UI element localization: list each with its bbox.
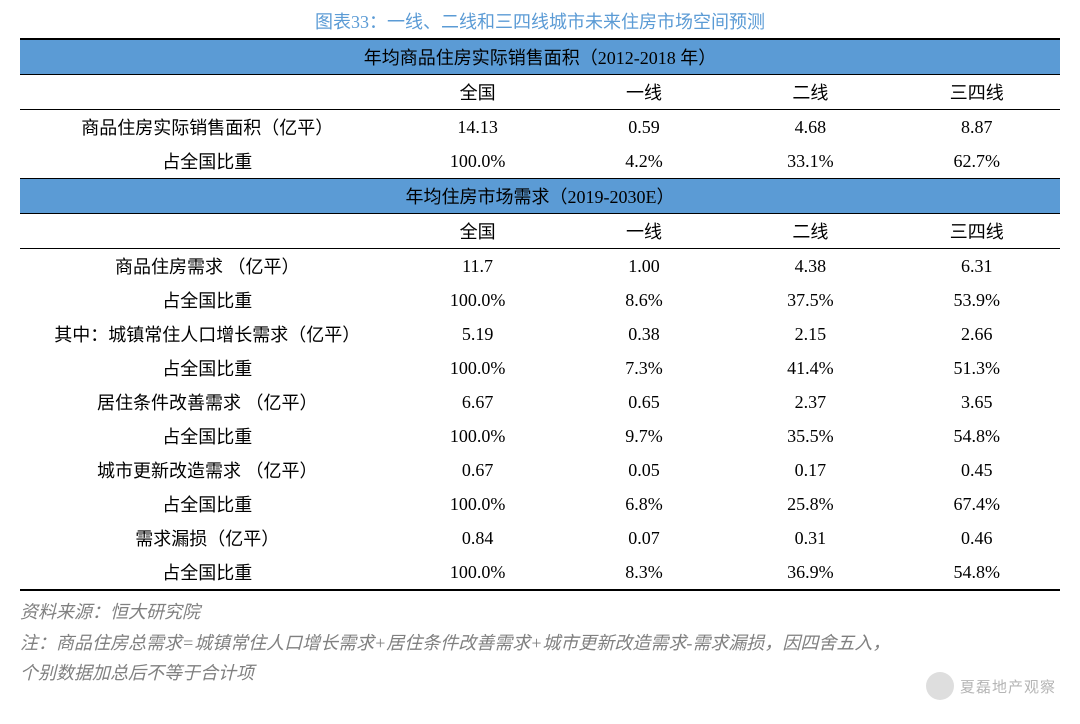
- data-cell: 0.65: [561, 385, 727, 419]
- data-cell: 6.8%: [561, 487, 727, 521]
- data-cell: 1.00: [561, 249, 727, 284]
- data-cell: 54.8%: [894, 419, 1060, 453]
- data-cell: 0.59: [561, 110, 727, 145]
- source-line-1: 资料来源：恒大研究院: [20, 597, 1060, 628]
- data-cell: 4.68: [727, 110, 893, 145]
- row-label: 占全国比重: [20, 283, 394, 317]
- data-cell: 2.66: [894, 317, 1060, 351]
- data-cell: 0.45: [894, 453, 1060, 487]
- data-cell: 100.0%: [394, 144, 560, 179]
- source-line-2: 注：商品住房总需求=城镇常住人口增长需求+居住条件改善需求+城市更新改造需求-需…: [20, 628, 1060, 659]
- column-header: 一线: [561, 75, 727, 110]
- data-cell: 8.87: [894, 110, 1060, 145]
- wechat-icon: [926, 672, 954, 700]
- data-cell: 33.1%: [727, 144, 893, 179]
- source-line-3: 个别数据加总后不等于合计项: [20, 658, 1060, 689]
- data-cell: 37.5%: [727, 283, 893, 317]
- data-cell: 0.05: [561, 453, 727, 487]
- data-cell: 53.9%: [894, 283, 1060, 317]
- column-header: [20, 75, 394, 110]
- data-cell: 100.0%: [394, 351, 560, 385]
- data-cell: 4.2%: [561, 144, 727, 179]
- watermark: 夏磊地产观察: [926, 672, 1056, 700]
- column-header: [20, 214, 394, 249]
- data-cell: 0.84: [394, 521, 560, 555]
- data-cell: 5.19: [394, 317, 560, 351]
- row-label: 占全国比重: [20, 487, 394, 521]
- data-cell: 9.7%: [561, 419, 727, 453]
- row-label: 需求漏损（亿平）: [20, 521, 394, 555]
- data-cell: 6.67: [394, 385, 560, 419]
- row-label: 占全国比重: [20, 351, 394, 385]
- watermark-text: 夏磊地产观察: [960, 676, 1056, 697]
- data-cell: 67.4%: [894, 487, 1060, 521]
- data-cell: 100.0%: [394, 555, 560, 590]
- data-cell: 3.65: [894, 385, 1060, 419]
- data-cell: 41.4%: [727, 351, 893, 385]
- data-cell: 25.8%: [727, 487, 893, 521]
- row-label: 商品住房实际销售面积（亿平）: [20, 110, 394, 145]
- column-header: 全国: [394, 214, 560, 249]
- data-cell: 0.38: [561, 317, 727, 351]
- data-cell: 36.9%: [727, 555, 893, 590]
- data-cell: 100.0%: [394, 283, 560, 317]
- column-header: 三四线: [894, 214, 1060, 249]
- data-cell: 8.3%: [561, 555, 727, 590]
- data-cell: 51.3%: [894, 351, 1060, 385]
- column-header: 一线: [561, 214, 727, 249]
- data-cell: 6.31: [894, 249, 1060, 284]
- data-cell: 100.0%: [394, 487, 560, 521]
- row-label: 占全国比重: [20, 419, 394, 453]
- column-header: 全国: [394, 75, 560, 110]
- data-cell: 0.67: [394, 453, 560, 487]
- data-cell: 4.38: [727, 249, 893, 284]
- row-label: 商品住房需求 （亿平）: [20, 249, 394, 284]
- data-cell: 54.8%: [894, 555, 1060, 590]
- column-header: 二线: [727, 75, 893, 110]
- column-header: 二线: [727, 214, 893, 249]
- data-cell: 14.13: [394, 110, 560, 145]
- data-cell: 0.17: [727, 453, 893, 487]
- data-cell: 2.15: [727, 317, 893, 351]
- data-cell: 8.6%: [561, 283, 727, 317]
- data-cell: 0.46: [894, 521, 1060, 555]
- source-notes: 资料来源：恒大研究院 注：商品住房总需求=城镇常住人口增长需求+居住条件改善需求…: [20, 597, 1060, 689]
- row-label: 占全国比重: [20, 555, 394, 590]
- row-label: 其中：城镇常住人口增长需求（亿平）: [20, 317, 394, 351]
- row-label: 居住条件改善需求 （亿平）: [20, 385, 394, 419]
- data-cell: 7.3%: [561, 351, 727, 385]
- data-cell: 100.0%: [394, 419, 560, 453]
- data-cell: 0.07: [561, 521, 727, 555]
- section-header-2: 年均住房市场需求（2019-2030E）: [20, 179, 1060, 214]
- column-header: 三四线: [894, 75, 1060, 110]
- section-header-1: 年均商品住房实际销售面积（2012-2018 年）: [20, 39, 1060, 75]
- row-label: 占全国比重: [20, 144, 394, 179]
- data-cell: 35.5%: [727, 419, 893, 453]
- chart-title: 图表33：一线、二线和三四线城市未来住房市场空间预测: [20, 8, 1060, 34]
- data-cell: 11.7: [394, 249, 560, 284]
- data-cell: 62.7%: [894, 144, 1060, 179]
- data-cell: 0.31: [727, 521, 893, 555]
- row-label: 城市更新改造需求 （亿平）: [20, 453, 394, 487]
- data-cell: 2.37: [727, 385, 893, 419]
- forecast-table: 年均商品住房实际销售面积（2012-2018 年）全国一线二线三四线商品住房实际…: [20, 38, 1060, 591]
